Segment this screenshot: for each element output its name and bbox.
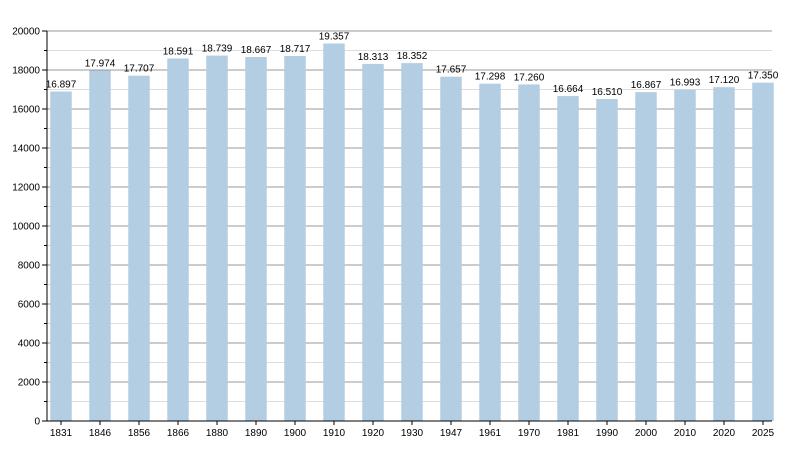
data-label: 16.664 (553, 84, 584, 95)
bar (479, 83, 501, 422)
bar (323, 43, 345, 421)
data-label: 16.510 (592, 87, 623, 98)
bar (674, 89, 696, 421)
data-label: 16.993 (670, 78, 701, 89)
x-tick-label: 1970 (518, 428, 541, 439)
y-tick-label: 8000 (18, 261, 41, 272)
bar (167, 58, 189, 422)
data-label: 17.298 (475, 72, 506, 83)
bar (440, 76, 462, 421)
bar (518, 84, 540, 422)
bar (206, 55, 228, 421)
bar (362, 63, 384, 422)
bars (50, 43, 774, 422)
x-tick-label: 2020 (713, 428, 736, 439)
bar (89, 70, 111, 421)
y-tick-label: 16000 (12, 105, 40, 116)
data-label: 17.707 (124, 64, 155, 75)
x-tick-label: 1900 (284, 428, 307, 439)
x-tick-label: 2010 (674, 428, 697, 439)
data-label: 18.591 (163, 46, 194, 57)
y-tick-label: 18000 (12, 66, 40, 77)
x-tick-label: 1990 (596, 428, 619, 439)
data-label: 17.974 (85, 59, 116, 70)
x-tick-label: 1981 (557, 428, 580, 439)
y-tick-label: 10000 (12, 222, 40, 233)
x-tick-label: 1890 (245, 428, 268, 439)
y-tick-label: 20000 (12, 27, 40, 38)
bar (635, 92, 657, 421)
y-tick-label: 4000 (18, 339, 41, 350)
x-tick-label: 1930 (401, 428, 424, 439)
y-tick-label: 6000 (18, 300, 41, 311)
x-tick-label: 1880 (206, 428, 229, 439)
bar (596, 99, 618, 422)
x-tick-label: 1947 (440, 428, 463, 439)
bar (50, 91, 72, 422)
data-labels: 16.897 17.974 17.707 18.591 18.739 18.667 18.7… (46, 32, 779, 99)
y-tick-labels: 0 2000 4000 6000 8000 10000 12000 14000 16000 180… (12, 27, 40, 428)
data-label: 16.867 (631, 80, 662, 91)
x-tick-label: 2025 (752, 428, 775, 439)
data-label: 18.717 (280, 44, 311, 55)
x-tick-label: 1961 (479, 428, 502, 439)
x-tick-label: 1866 (167, 428, 190, 439)
x-tick-label: 2000 (635, 428, 658, 439)
data-label: 18.313 (358, 52, 389, 63)
y-tick-label: 0 (34, 417, 40, 428)
data-label: 16.897 (46, 80, 77, 91)
x-tick-label: 1910 (323, 428, 346, 439)
data-label: 19.357 (319, 32, 350, 43)
x-tick-label: 1920 (362, 428, 385, 439)
data-label: 18.739 (202, 44, 233, 55)
bar (245, 56, 267, 421)
data-label: 18.352 (397, 51, 428, 62)
x-tick-label: 1846 (89, 428, 112, 439)
x-tick-label: 1856 (128, 428, 151, 439)
axes (42, 30, 772, 425)
bar (557, 96, 579, 421)
data-label: 17.260 (514, 72, 545, 83)
bar (284, 56, 306, 422)
data-label: 17.120 (709, 75, 740, 86)
bar (128, 75, 150, 421)
y-tick-label: 12000 (12, 183, 40, 194)
bar (401, 63, 423, 422)
bar (713, 87, 735, 421)
data-label: 17.657 (436, 65, 467, 76)
y-tick-label: 14000 (12, 144, 40, 155)
y-tick-label: 2000 (18, 378, 41, 389)
x-tick-labels: 1831 1846 1856 1866 1880 1890 1900 1910 1920 1930… (50, 428, 775, 439)
x-tick-label: 1831 (50, 428, 73, 439)
data-label: 18.667 (241, 45, 272, 56)
bar (752, 82, 774, 422)
data-label: 17.350 (748, 71, 779, 82)
